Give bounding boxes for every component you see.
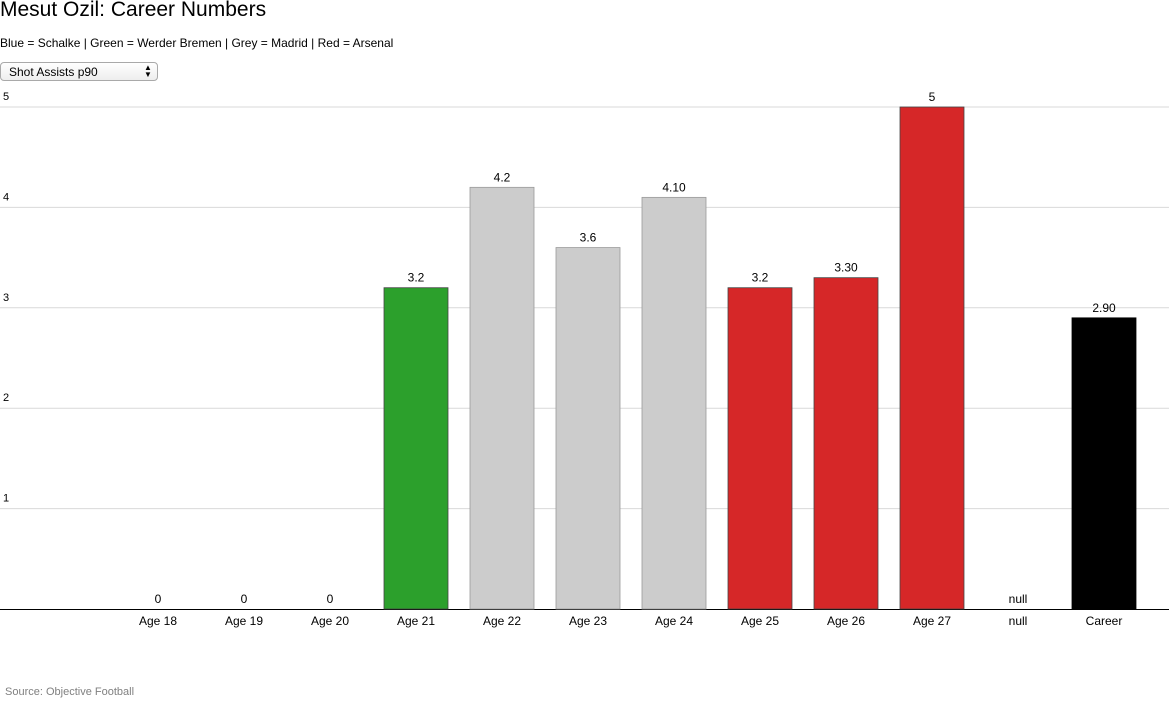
bar-value-label-5: 3.6	[580, 231, 597, 245]
bar-8[interactable]	[813, 277, 879, 610]
bar-9[interactable]	[899, 106, 965, 610]
metric-select-value: Shot Assists p90	[9, 65, 98, 79]
bar-value-label-9: 5	[929, 90, 936, 104]
bar-value-label-6: 4.10	[662, 180, 686, 194]
x-tick-label-0: Age 18	[139, 614, 177, 628]
y-tick-label-1: 1	[3, 493, 9, 505]
bar-value-label-1: 0	[241, 592, 248, 606]
x-tick-label-11: Career	[1086, 614, 1123, 628]
bar-7[interactable]	[727, 287, 793, 610]
bar-value-label-4: 4.2	[494, 170, 511, 184]
bar-6[interactable]	[641, 196, 707, 610]
bar-11[interactable]	[1071, 317, 1137, 610]
source-credit: Source: Objective Football	[5, 686, 135, 698]
bar-3[interactable]	[383, 287, 449, 610]
x-tick-label-8: Age 26	[827, 614, 865, 628]
y-tick-label-3: 3	[3, 292, 9, 304]
metric-select[interactable]: Shot Assists p90 ▲ ▼	[0, 62, 158, 81]
y-tick-label-4: 4	[3, 191, 9, 203]
x-tick-label-10: null	[1009, 614, 1028, 628]
bar-value-label-11: 2.90	[1092, 301, 1116, 315]
x-tick-label-2: Age 20	[311, 614, 349, 628]
y-tick-label-2: 2	[3, 392, 9, 404]
bar-4[interactable]	[469, 186, 535, 610]
bar-value-label-10: null	[1009, 592, 1028, 606]
bar-value-label-0: 0	[155, 592, 162, 606]
x-tick-label-9: Age 27	[913, 614, 951, 628]
club-color-legend: Blue = Schalke | Green = Werder Bremen |…	[0, 36, 394, 50]
y-tick-label-5: 5	[3, 91, 9, 103]
x-tick-label-1: Age 19	[225, 614, 263, 628]
bar-value-label-7: 3.2	[752, 271, 769, 285]
x-tick-label-7: Age 25	[741, 614, 779, 628]
page-title: Mesut Özil: Career Numbers	[0, 0, 267, 21]
select-arrows-icon: ▲ ▼	[144, 63, 152, 79]
x-tick-label-6: Age 24	[655, 614, 693, 628]
bar-value-label-3: 3.2	[408, 271, 425, 285]
x-tick-label-3: Age 21	[397, 614, 435, 628]
bar-value-label-8: 3.30	[834, 261, 858, 275]
x-tick-label-5: Age 23	[569, 614, 607, 628]
bar-5[interactable]	[555, 247, 621, 610]
bar-value-label-2: 0	[327, 592, 334, 606]
x-tick-label-4: Age 22	[483, 614, 521, 628]
